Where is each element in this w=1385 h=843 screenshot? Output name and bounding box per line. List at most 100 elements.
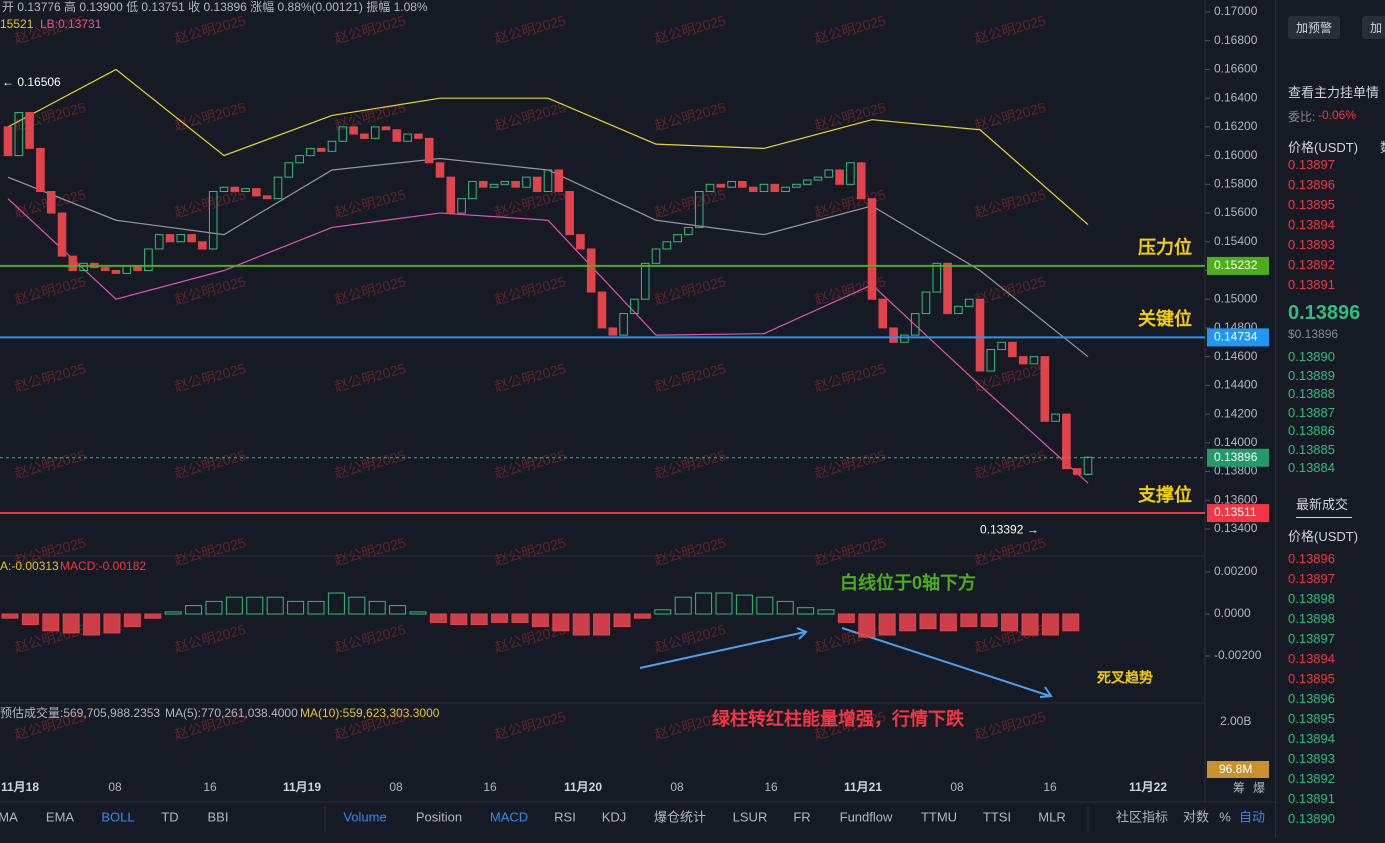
candle [360,133,369,139]
bid-price: 0.13890 [1288,349,1335,364]
tab[interactable]: MACD [490,809,528,824]
tab[interactable]: 对数 [1183,809,1209,824]
tab[interactable]: TTSI [983,809,1011,824]
candle [662,241,672,250]
tab[interactable]: Position [416,809,462,824]
tab[interactable]: Volume [343,809,386,824]
macd-bar [1021,613,1039,636]
volume-tick: 2.00B [1220,714,1251,728]
candle [651,248,661,264]
ask-price: 0.13892 [1288,257,1335,272]
macd-bar [715,592,733,615]
candle [1083,456,1093,475]
candle [111,270,121,274]
candle [522,176,531,188]
candle [738,180,747,188]
tab[interactable]: TD [161,809,178,824]
macd-bar [470,613,488,625]
macd-bar [287,600,305,615]
candle [824,169,834,178]
trade-price: 0.13891 [1288,791,1335,806]
macd-bar [389,605,407,615]
tab[interactable]: MA [0,809,18,824]
level-value: 0.14734 [1214,330,1258,344]
candle [187,234,196,243]
tab[interactable]: % [1219,809,1231,824]
candle [144,248,153,271]
macd-bar [960,613,978,628]
candle [932,262,942,293]
tab[interactable]: TTMU [921,809,957,824]
level-name: 关键位 [1138,308,1192,329]
boll-lb: LB:0.13731 [40,17,102,31]
candle [705,183,715,193]
boll-line [7,68,1089,225]
candle [964,298,974,307]
tab[interactable]: 社区指标 [1116,809,1168,824]
candle [954,305,963,315]
tab[interactable]: BOLL [101,809,134,824]
candle [846,162,855,185]
boll-line [7,198,1089,484]
tab-underline [1296,517,1352,518]
candle [241,188,250,193]
candle [349,126,358,135]
trade-price: 0.13892 [1288,771,1335,786]
tab[interactable]: KDJ [602,809,627,824]
candle [273,176,283,200]
y-tick-label: 0.15600 [1214,205,1258,219]
macd-bar [531,613,549,628]
annotation: 死叉趋势 [1096,670,1153,686]
tab[interactable]: FR [793,809,810,824]
last-usd: $0.13896 [1288,327,1339,341]
candle [867,198,877,300]
axis-icon: 爆 [1253,781,1265,795]
candle [694,191,704,228]
macd-bar [613,613,631,628]
tab[interactable]: LSUR [733,809,768,824]
whale-link[interactable]: 查看主力挂单情 [1288,85,1380,100]
volume-tag [1207,761,1269,778]
candle [1051,413,1060,422]
tab[interactable]: EMA [46,809,75,824]
x-tick-label: 08 [389,780,403,794]
candle [468,180,477,200]
candle [100,267,110,271]
candle [489,183,499,188]
price-head: 价格(USDT) [1288,140,1359,155]
candle [230,186,240,193]
candle [781,186,790,193]
macd-bar [939,613,957,632]
ratio: -0.06% [1318,108,1357,122]
tab[interactable]: RSI [554,809,576,824]
annotation: 绿柱转红柱能量增强，行情下跌 [712,708,965,729]
alert-button[interactable]: 加预警 [1288,16,1341,39]
level-name: 压力位 [1138,237,1192,258]
volume-ma10: MA(10):559,623,303.3000 [300,706,440,720]
macd-bar [21,613,39,625]
trades-head: 价格(USDT) [1288,529,1359,544]
candle [878,298,888,329]
macd-bar [1001,613,1019,632]
trade-price: 0.13898 [1288,591,1335,606]
candle [1029,356,1039,365]
tab[interactable]: 爆仓统计 [654,809,706,824]
candle [165,234,175,243]
macd-bar [511,613,529,623]
trade-price: 0.13896 [1288,551,1335,566]
macd-bar [899,613,917,632]
alert-button[interactable]: 加 [1362,16,1385,39]
y-tick-label: 0.17000 [1214,4,1258,18]
candle [900,334,909,343]
tab[interactable]: Fundflow [840,809,893,824]
ask-price: 0.13891 [1288,277,1335,292]
level-tag [1207,328,1269,347]
candle [813,176,823,181]
candle [500,180,510,185]
tab[interactable]: MLR [1038,809,1065,824]
macd-bar [552,613,570,632]
tab[interactable]: 自动 [1239,809,1265,824]
low-note: 0.13392 → [980,522,1039,536]
tab[interactable]: BBI [208,809,229,824]
macd-bar [695,592,713,615]
